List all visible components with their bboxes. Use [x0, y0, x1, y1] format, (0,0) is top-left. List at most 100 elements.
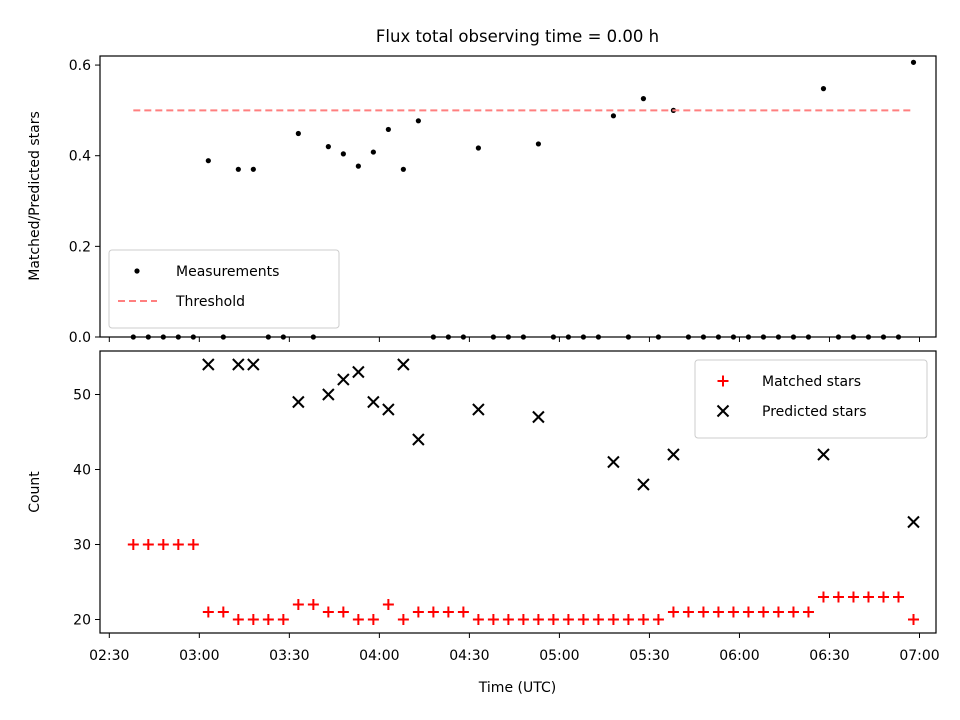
measurements-point: [265, 334, 271, 340]
measurements-point: [490, 334, 496, 340]
matched-stars-point: [427, 606, 439, 618]
measurements-point: [310, 334, 316, 340]
matched-stars-legend-label: Matched stars: [762, 374, 861, 390]
matched-stars-point: [757, 606, 769, 618]
predicted-stars-point: [817, 448, 830, 461]
matched-stars-point: [367, 614, 379, 625]
top-panel-legend-box: [108, 249, 340, 329]
matched-stars-point: [832, 591, 844, 603]
predicted-stars-point: [382, 403, 395, 416]
matched-stars-point: [772, 606, 784, 618]
measurements-point: [460, 334, 466, 340]
predicted-stars-point: [667, 448, 680, 461]
measurements-point: [475, 145, 481, 151]
predicted-stars-point: [397, 358, 410, 371]
x-tick-label: 06:30: [809, 648, 849, 664]
measurements-point: [610, 113, 617, 119]
x-tick-label: 05:00: [539, 648, 579, 664]
bottom-y-axis-label: Count: [27, 471, 43, 513]
measurements-point: [805, 334, 812, 340]
matched-stars-point: [157, 539, 169, 550]
x-tick-label: 04:30: [449, 648, 489, 664]
matched-stars-point: [802, 606, 814, 618]
measurements-legend-label: Measurements: [176, 264, 279, 280]
predicted-stars-point: [907, 515, 920, 529]
measurements-point: [760, 334, 767, 340]
matched-stars-point: [262, 614, 274, 625]
matched-stars-point: [577, 614, 589, 625]
measurements-point: [325, 144, 331, 150]
measurements-point: [340, 151, 346, 157]
x-tick-label: 04:00: [359, 648, 399, 664]
x-tick-label: 05:30: [629, 648, 669, 664]
top-panel-plot-area: [130, 59, 917, 340]
measurements-point: [505, 334, 511, 340]
matched-stars-point: [307, 599, 319, 610]
measurements-point: [175, 334, 181, 340]
measurements-point: [850, 334, 857, 340]
predicted-stars-legend-swatch: [716, 404, 730, 418]
measurements-point: [280, 334, 286, 340]
matched-stars-point: [142, 539, 154, 550]
measurements-point: [520, 334, 527, 340]
measurements-point: [865, 334, 872, 340]
matched-stars-point: [247, 614, 259, 625]
top-panel-y-tick-label: 0.4: [69, 149, 91, 165]
top-panel-legend: Measurements Threshold: [108, 249, 340, 329]
measurements-point: [205, 158, 211, 164]
matched-stars-point: [742, 606, 754, 618]
bottom-panel-y-tick-label: 50: [73, 388, 91, 404]
top-y-axis-label: Matched/Predicted stars: [27, 111, 43, 281]
predicted-stars-point: [322, 388, 335, 401]
matched-stars-point: [547, 614, 559, 625]
matched-stars-point: [322, 606, 334, 618]
matched-stars-point: [607, 614, 619, 625]
matched-stars-point: [337, 606, 349, 618]
predicted-stars-point: [367, 395, 380, 409]
measurements-point: [715, 334, 722, 340]
matched-stars-point: [907, 614, 919, 625]
measurements-point: [580, 334, 587, 340]
measurements-point: [655, 334, 662, 340]
top-panel-y-tick-label: 0.2: [69, 239, 91, 255]
matched-stars-point: [382, 599, 394, 610]
matched-stars-point: [622, 614, 634, 625]
predicted-stars-point: [247, 358, 260, 371]
matched-stars-point: [277, 614, 289, 625]
bottom-panel-y-tick-label: 40: [73, 463, 91, 479]
matched-stars-point: [172, 539, 184, 550]
matched-stars-point: [877, 591, 889, 603]
matched-stars-point: [217, 606, 229, 618]
predicted-stars-point: [202, 358, 215, 371]
matched-stars-point: [397, 614, 409, 625]
matched-stars-point: [232, 614, 244, 625]
matched-stars-point: [712, 606, 724, 618]
measurements-point: [625, 334, 632, 340]
measurements-point: [550, 334, 557, 340]
predicted-stars-point: [607, 455, 620, 469]
x-tick-label: 06:00: [719, 648, 759, 664]
matched-stars-point: [472, 614, 484, 625]
matched-stars-point: [652, 614, 664, 625]
bottom-panel-y-tick-label: 20: [73, 613, 91, 629]
measurements-point: [565, 334, 572, 340]
matched-stars-point: [562, 614, 574, 625]
measurements-point: [730, 334, 737, 340]
measurements-point: [190, 334, 196, 340]
predicted-stars-point: [637, 478, 650, 491]
top-panel-y-tick-label: 0.6: [69, 58, 91, 74]
matched-stars-point: [502, 614, 514, 625]
matched-stars-legend-swatch: [717, 375, 729, 387]
measurements-point: [370, 149, 376, 155]
measurements-point: [595, 334, 602, 340]
matched-stars-point: [487, 614, 499, 625]
measurements-point: [790, 334, 797, 340]
measurements-point: [685, 334, 692, 340]
matched-stars-point: [202, 606, 214, 618]
predicted-stars-legend-label: Predicted stars: [762, 404, 867, 420]
measurements-point: [745, 334, 752, 340]
predicted-stars-point: [232, 358, 245, 371]
measurements-point: [220, 334, 226, 340]
predicted-stars-point: [412, 433, 425, 446]
